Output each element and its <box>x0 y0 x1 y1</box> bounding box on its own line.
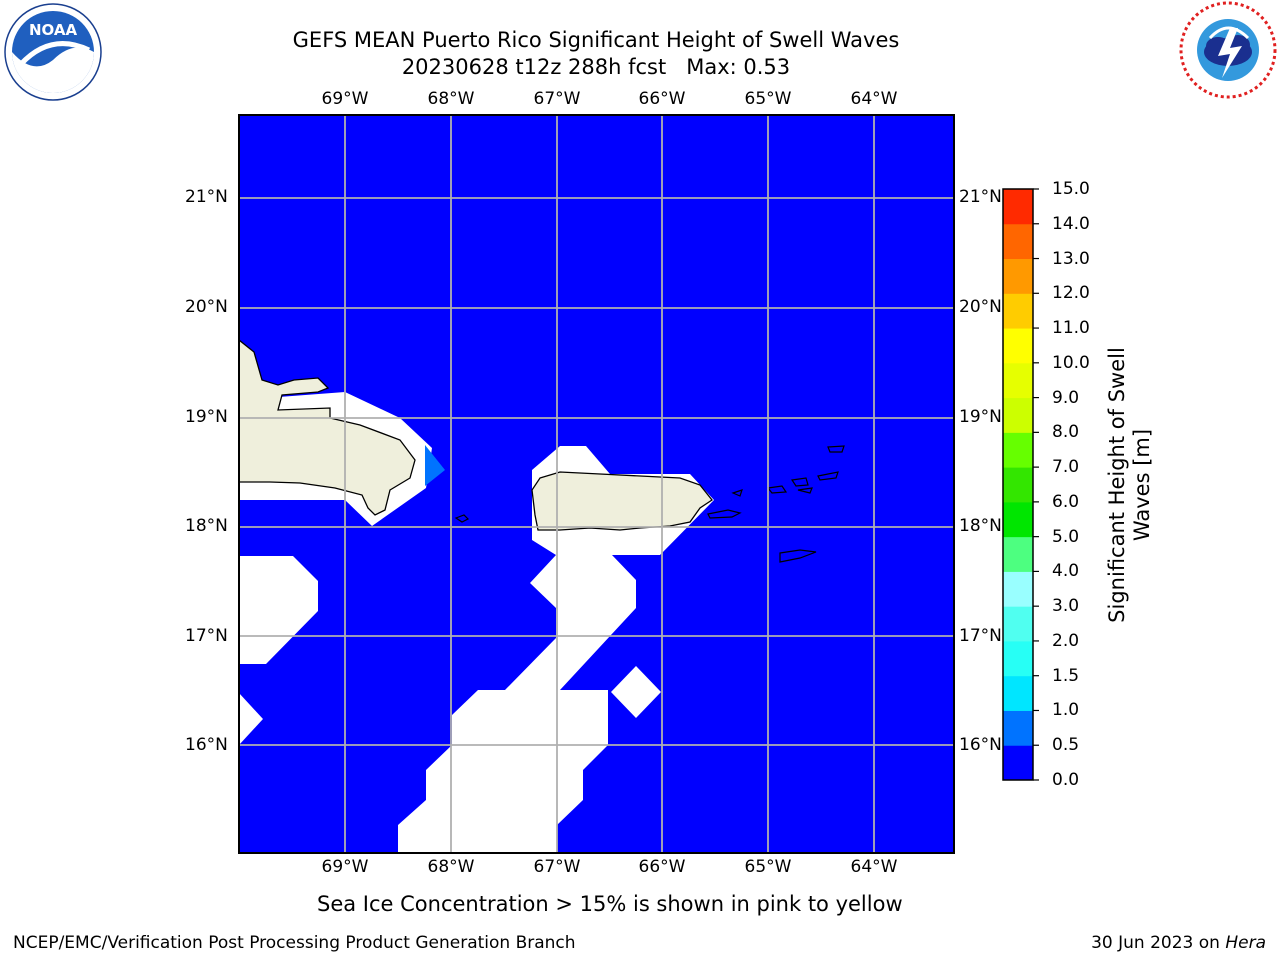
colorbar-label-5: 3.0 <box>1052 596 1080 617</box>
lat-tick-left-0: 21°N <box>185 187 228 207</box>
colorbar-label-9: 7.0 <box>1052 457 1080 478</box>
lon-tick-top-4: 65°W <box>744 89 792 109</box>
colorbar-title: Significant Height of Swell Waves [m] <box>1105 347 1154 623</box>
colorbar-label-16: 14.0 <box>1052 213 1090 234</box>
noaa-logo: NOAA <box>4 3 102 101</box>
colorbar-label-10: 8.0 <box>1052 422 1080 443</box>
colorbar-label-17: 15.0 <box>1052 179 1090 199</box>
map-frame <box>238 114 955 854</box>
land-hispaniola <box>239 339 416 516</box>
lat-tick-right-1: 20°N <box>959 297 1002 317</box>
lon-tick-bottom-5: 64°W <box>850 857 898 877</box>
colorbar-label-0: 0.0 <box>1052 770 1080 790</box>
colorbar-label-2: 1.0 <box>1052 700 1080 721</box>
noaa-logo-text: NOAA <box>29 21 78 39</box>
chart-subtitle: 20230628 t12z 288h fcst Max: 0.53 <box>401 55 791 79</box>
lat-tick-left-2: 19°N <box>185 407 228 427</box>
chart-title: GEFS MEAN Puerto Rico Significant Height… <box>292 28 900 52</box>
lat-tick-right-3: 18°N <box>959 516 1002 536</box>
land-puerto-rico <box>531 471 713 531</box>
lon-tick-bottom-3: 66°W <box>638 857 686 877</box>
colorbar-label-8: 6.0 <box>1052 491 1080 512</box>
lat-tick-right-2: 19°N <box>959 407 1002 427</box>
lon-tick-bottom-0: 69°W <box>321 857 369 877</box>
footer-host: Hera <box>1225 933 1266 953</box>
swell-patch <box>425 445 445 486</box>
lat-tick-right-0: 21°N <box>959 187 1002 207</box>
lon-tick-bottom-1: 68°W <box>427 857 475 877</box>
small-islands <box>454 445 845 563</box>
lat-tick-left-4: 17°N <box>185 626 228 646</box>
lon-tick-top-1: 68°W <box>427 89 475 109</box>
colorbar-label-4: 2.0 <box>1052 630 1080 651</box>
colorbar-label-12: 10.0 <box>1052 352 1090 373</box>
lat-tick-right-4: 17°N <box>959 626 1002 646</box>
map-caption: Sea Ice Concentration > 15% is shown in … <box>317 892 903 916</box>
lon-tick-bottom-4: 65°W <box>744 857 792 877</box>
lon-tick-top-2: 67°W <box>533 89 581 109</box>
footer-credit: NCEP/EMC/Verification Post Processing Pr… <box>13 933 576 953</box>
lon-tick-top-3: 66°W <box>638 89 686 109</box>
nws-logo <box>1179 1 1277 99</box>
colorbar-label-3: 1.5 <box>1052 665 1080 686</box>
footer-date-text: 30 Jun 2023 on <box>1091 933 1226 953</box>
lat-tick-left-5: 16°N <box>185 735 228 755</box>
colorbar-label-11: 9.0 <box>1052 387 1080 408</box>
colorbar-label-7: 5.0 <box>1052 526 1080 547</box>
colorbar-label-1: 0.5 <box>1052 735 1080 756</box>
gridlines <box>239 115 954 853</box>
colorbar-label-14: 12.0 <box>1052 283 1090 304</box>
colorbar-label-6: 4.0 <box>1052 561 1080 582</box>
colorbar-label-13: 11.0 <box>1052 318 1090 339</box>
lat-tick-right-5: 16°N <box>959 735 1002 755</box>
lon-tick-top-5: 64°W <box>850 89 898 109</box>
colorbar-label-15: 13.0 <box>1052 248 1090 269</box>
lat-tick-left-3: 18°N <box>185 516 228 536</box>
footer-date: 30 Jun 2023 on Hera <box>1091 933 1266 953</box>
lon-tick-top-0: 69°W <box>321 89 369 109</box>
lat-tick-left-1: 20°N <box>185 297 228 317</box>
lon-tick-bottom-2: 67°W <box>533 857 581 877</box>
